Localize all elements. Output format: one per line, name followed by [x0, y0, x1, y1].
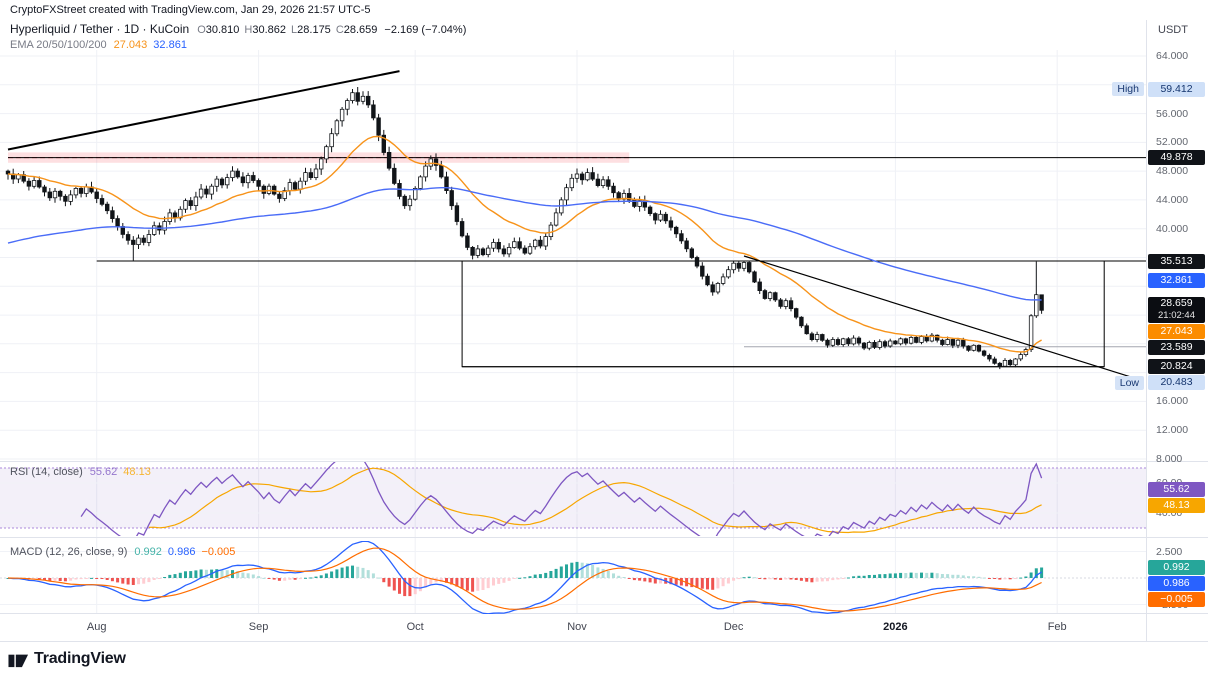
- rsi-scale-badge: 48.13: [1148, 498, 1205, 514]
- low-marker-label: Low: [1114, 375, 1144, 390]
- trendline-1[interactable]: [7, 70, 400, 151]
- price-tick-label: 52.000: [1156, 136, 1189, 149]
- close-value: 28.659: [343, 24, 378, 36]
- price-tick-label: 64.000: [1156, 50, 1189, 62]
- macd-legend[interactable]: MACD (12, 26, close, 9) 0.992 0.986 −0.005: [10, 546, 235, 558]
- time-axis-label-feb: Feb: [1047, 621, 1067, 633]
- rsi-scale-badge: 55.62: [1148, 482, 1205, 498]
- gridlines: [0, 50, 1146, 613]
- macd-tick-label: 2.500: [1156, 545, 1183, 558]
- open-label: O: [197, 24, 206, 36]
- macd-scale-badge: −0.005: [1148, 592, 1205, 607]
- ema-legend-label: EMA 20/50/100/200: [10, 39, 107, 51]
- macd-legend-label: MACD (12, 26, close, 9): [10, 546, 128, 558]
- tradingview-logo[interactable]: TradingView: [8, 648, 126, 669]
- ema-100-line: [7, 187, 1042, 301]
- macd-histogram-value: 0.992: [134, 546, 162, 558]
- price-tick-label: 48.000: [1156, 165, 1189, 178]
- open-value: 30.810: [205, 24, 240, 36]
- attribution-text: CryptoFXStreet created with TradingView.…: [10, 4, 371, 16]
- macd-value: 0.986: [167, 546, 196, 558]
- price-scale-badge: 49.878: [1148, 150, 1205, 166]
- price-scale-badge: 32.861: [1148, 272, 1205, 288]
- macd-scale-badge: 0.986: [1148, 576, 1205, 591]
- high-marker-label: High: [1112, 82, 1144, 96]
- macd-histogram: [6, 561, 1044, 597]
- rsi-value: 55.62: [89, 466, 118, 478]
- price-tick-label: 56.000: [1156, 107, 1189, 120]
- ohlc-readout: O30.810 H30.862 L28.175 C28.659 −2.169 (−7.0…: [197, 24, 466, 36]
- ema-legend[interactable]: EMA 20/50/100/200 27.043 32.861: [10, 39, 187, 51]
- high-label: H: [244, 24, 253, 36]
- time-axis-label-2026: 2026: [883, 621, 908, 633]
- rsi-panel: [0, 462, 1146, 536]
- countdown-timer: 21:02:44: [1158, 310, 1195, 322]
- trendline-2[interactable]: [743, 255, 1136, 379]
- price-tick-label: 40.000: [1156, 222, 1189, 235]
- rsi-ma-value: 48.13: [123, 466, 151, 478]
- price-scale-badge: 28.659 21:02:44: [1148, 297, 1205, 324]
- high-value: 30.862: [252, 24, 287, 36]
- quote-currency-label: USDT: [1158, 24, 1188, 36]
- candlesticks: [5, 87, 1044, 370]
- time-axis-label-aug: Aug: [86, 621, 107, 633]
- rsi-legend[interactable]: RSI (14, close) 55.62 48.13: [10, 466, 151, 478]
- price-tick-label: 8.000: [1156, 453, 1183, 465]
- macd-scale-badge: 0.992: [1148, 560, 1205, 575]
- ema-fast-value: 27.043: [113, 39, 148, 51]
- symbol-legend: Hyperliquid / Tether · 1D · KuCoin O30.81…: [10, 22, 466, 36]
- price-tick-label: 16.000: [1156, 395, 1189, 408]
- price-scale-badge: 59.412: [1148, 81, 1205, 97]
- price-scale-badge: 27.043: [1148, 324, 1205, 340]
- change-value: −2.169 (−7.04%): [384, 24, 467, 36]
- macd-signal-value: −0.005: [201, 546, 236, 558]
- macd-panel: [0, 541, 1146, 614]
- time-axis-label-nov: Nov: [567, 621, 587, 633]
- price-tick-label: 44.000: [1156, 193, 1189, 206]
- time-axis-label-oct: Oct: [406, 621, 424, 633]
- price-scale-badge: 20.483: [1148, 375, 1205, 391]
- low-value: 28.175: [297, 24, 331, 36]
- time-axis-label-dec: Dec: [723, 621, 744, 633]
- ema-slow-value: 32.861: [153, 39, 187, 51]
- ema-20-line: [7, 135, 1042, 353]
- rsi-legend-label: RSI (14, close): [10, 466, 83, 478]
- time-axis-label-sep: Sep: [248, 621, 269, 633]
- symbol-title[interactable]: Hyperliquid / Tether · 1D · KuCoin: [10, 22, 190, 36]
- close-label: C: [335, 24, 344, 36]
- price-scale-badge: 20.824: [1148, 359, 1205, 375]
- price-scale-badge: 23.589: [1148, 340, 1205, 356]
- tradingview-logo-icon: [8, 654, 29, 668]
- tradingview-logo-text: TradingView: [34, 649, 126, 667]
- price-tick-label: 12.000: [1156, 424, 1189, 437]
- range-box[interactable]: [461, 260, 1105, 368]
- price-scale-badge: 35.513: [1148, 253, 1205, 269]
- low-label: L: [291, 24, 298, 36]
- panel-separators: [0, 20, 1208, 642]
